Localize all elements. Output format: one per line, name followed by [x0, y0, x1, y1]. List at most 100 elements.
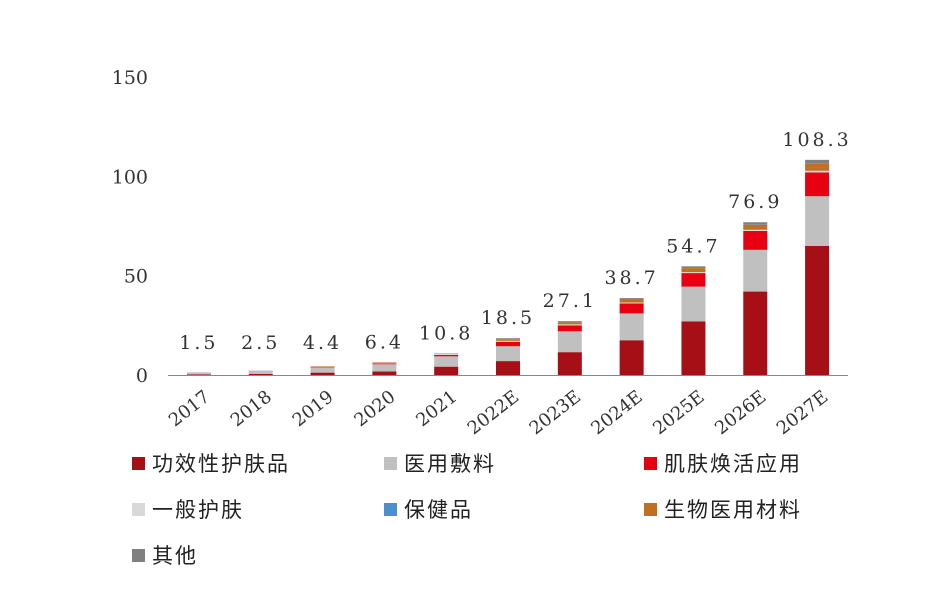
- x-tick-label: 2024E: [587, 386, 646, 439]
- legend-item: 功效性护肤品: [132, 448, 290, 478]
- x-tick-label: 2025E: [649, 386, 708, 439]
- bar-segment: [434, 356, 459, 367]
- y-tick-label: 50: [124, 266, 148, 288]
- x-tick-label: 2022E: [464, 386, 523, 439]
- legend-item: 其他: [132, 540, 198, 570]
- legend-label: 医用敷料: [404, 452, 496, 476]
- bar-segment: [310, 366, 335, 368]
- bar-segment: [496, 339, 520, 341]
- bar-segment: [681, 321, 706, 375]
- bar-segment: [743, 222, 768, 225]
- bar-segment: [619, 340, 644, 375]
- legend-label: 肌肤焕活应用: [664, 452, 802, 476]
- bar-segment: [681, 272, 706, 274]
- stacked-bar-chart: 0 50 100 150 2017 2018 2019 2020 2021 2022E 2023E…: [112, 67, 851, 439]
- x-tick-label: 2023E: [526, 386, 585, 439]
- bar-segment: [681, 268, 706, 273]
- bar-segment: [805, 245, 830, 375]
- bar-segment: [248, 370, 273, 375]
- bar-segment: [310, 367, 335, 368]
- total-value-label: 54.7: [666, 235, 720, 257]
- bar-segment: [619, 302, 644, 304]
- x-tick-label: 2026E: [711, 386, 770, 439]
- bar-segment: [248, 374, 273, 375]
- y-tick-label: 0: [136, 365, 148, 387]
- bar-segment: [619, 313, 644, 341]
- x-tick-label: 2027E: [773, 386, 832, 439]
- bar-segment: [743, 230, 768, 250]
- bar-segment: [557, 321, 582, 323]
- total-value-label: 108.3: [782, 129, 851, 151]
- legend-item: 生物医用材料: [644, 494, 802, 524]
- bar-segment: [496, 361, 520, 375]
- total-value-label: 18.5: [481, 307, 535, 329]
- bar-segment: [248, 370, 273, 371]
- bar-segment: [681, 286, 706, 322]
- bar-segment: [681, 273, 706, 287]
- bar-segment: [496, 340, 520, 342]
- legend-item: 一般护肤: [132, 494, 244, 524]
- legend-item: 医用敷料: [384, 448, 496, 478]
- bar-segment: [681, 266, 706, 269]
- bar-segment: [310, 372, 335, 375]
- bar-segment: [557, 331, 582, 353]
- legend-label: 保健品: [404, 498, 473, 522]
- bar-segment: [434, 354, 459, 357]
- bar-segment: [310, 366, 335, 367]
- bar-segment: [557, 352, 582, 375]
- bar-segment: [186, 372, 211, 373]
- legend-swatch: [384, 456, 397, 470]
- bar-segment: [372, 362, 397, 364]
- legend-label: 一般护肤: [152, 498, 244, 522]
- bar-segment: [372, 363, 397, 365]
- bar-segment: [310, 367, 335, 373]
- bar-segment: [805, 159, 830, 164]
- total-value-label: 76.9: [728, 191, 782, 213]
- total-value-label: 4.4: [303, 332, 342, 354]
- bar-segment: [372, 371, 397, 375]
- x-tick-label: 2020: [350, 386, 399, 431]
- bar-segment: [434, 366, 459, 375]
- total-value-label: 2.5: [241, 332, 280, 354]
- legend-swatch: [132, 502, 145, 516]
- bar-segment: [805, 163, 830, 171]
- bar-segment: [743, 224, 768, 230]
- bar-segment: [434, 353, 459, 355]
- legend-item: 肌肤焕活应用: [644, 448, 802, 478]
- x-tick-label: 2021: [412, 386, 461, 431]
- bar-segment: [805, 172, 830, 197]
- legend-swatch: [132, 456, 145, 470]
- total-value-label: 6.4: [365, 331, 404, 353]
- legend-item: 保健品: [384, 494, 473, 524]
- legend-swatch: [644, 456, 657, 470]
- legend-label: 生物医用材料: [664, 498, 802, 522]
- bar-segment: [434, 353, 459, 355]
- legend-swatch: [132, 548, 145, 562]
- bar-segment: [805, 196, 830, 246]
- bar-segment: [496, 346, 520, 362]
- bar-segment: [619, 303, 644, 314]
- bar-segment: [557, 324, 582, 326]
- bar-segment: [557, 322, 582, 325]
- y-axis: 0 50 100 150: [112, 67, 148, 387]
- bar-segment: [743, 229, 768, 231]
- legend-swatch: [384, 502, 397, 516]
- bar-segment: [496, 338, 520, 340]
- bar-segment: [743, 249, 768, 292]
- bar-segment: [186, 374, 211, 375]
- bar-segment: [619, 299, 644, 303]
- total-value-label: 10.8: [419, 323, 473, 345]
- bar-segment: [186, 372, 211, 375]
- x-tick-label: 2018: [227, 386, 276, 431]
- total-value-label: 27.1: [543, 290, 597, 312]
- bar-segment: [372, 362, 397, 363]
- legend-label: 功效性护肤品: [152, 452, 290, 476]
- legend-swatch: [644, 502, 657, 516]
- bar-segment: [496, 341, 520, 347]
- x-tick-label: 2019: [289, 386, 338, 431]
- total-value-label: 1.5: [179, 332, 218, 354]
- total-value-label: 38.7: [604, 267, 658, 289]
- total-labels: 1.5 2.5 4.4 6.4 10.8 18.5 27.1 38.7 54.7 76.9 108.…: [179, 129, 851, 354]
- x-tick-label: 2017: [165, 386, 214, 431]
- bars: [186, 159, 830, 375]
